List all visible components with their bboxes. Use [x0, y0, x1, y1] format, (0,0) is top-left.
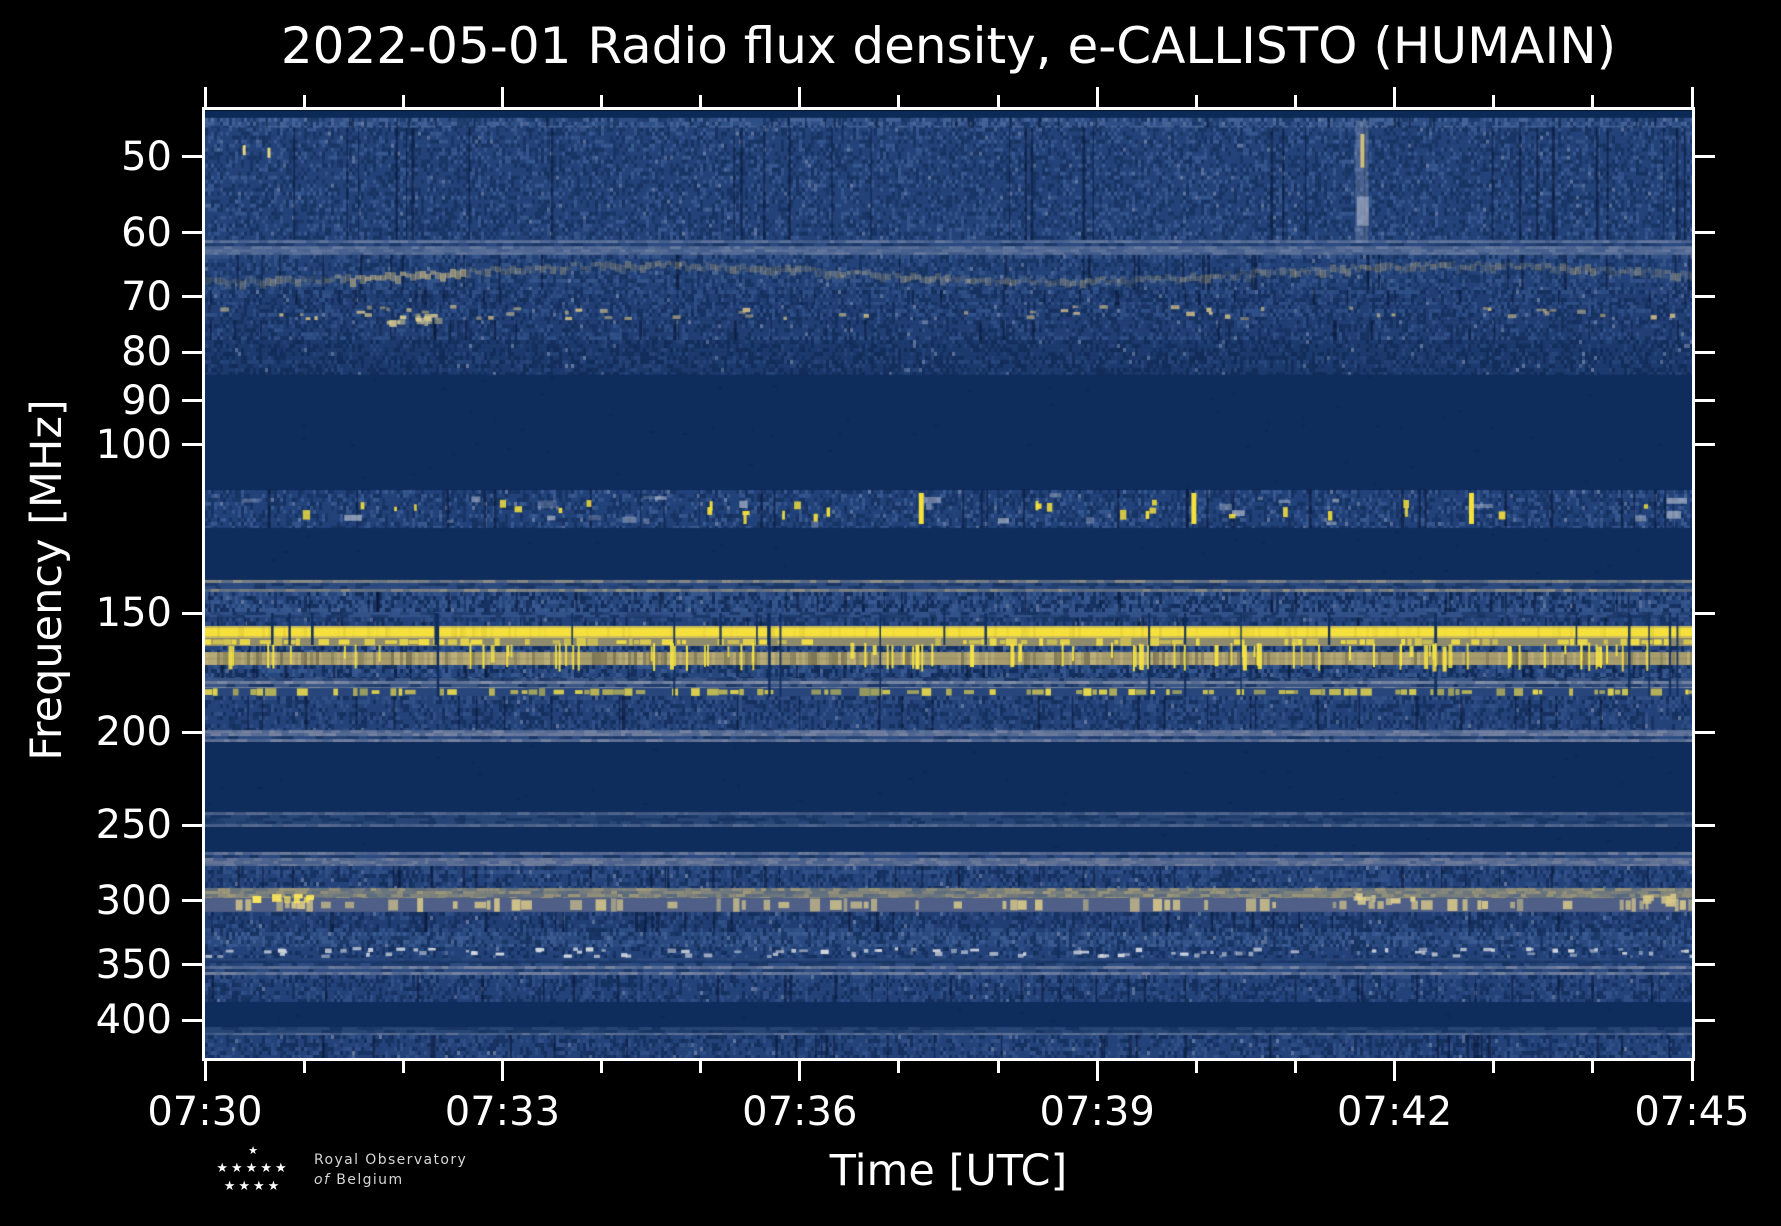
x-minor-tick: [699, 1061, 703, 1073]
rob-logo-line2: of Belgium: [314, 1170, 467, 1190]
rob-star-row: ★★★★★: [216, 1161, 290, 1176]
x-minor-tick: [1591, 1061, 1595, 1073]
x-minor-tick-top: [600, 95, 604, 107]
x-major-tick: [500, 1061, 504, 1081]
y-tick-right: [1695, 899, 1715, 903]
x-tick-label: 07:39: [1039, 1089, 1155, 1135]
x-minor-tick: [401, 1061, 405, 1073]
rob-star-row: ★★★★: [223, 1179, 283, 1194]
x-major-tick: [1393, 1061, 1397, 1081]
y-tick-left: [182, 1018, 202, 1022]
y-tick-right: [1695, 963, 1715, 967]
y-tick-label: 100: [95, 421, 172, 468]
x-minor-tick: [1492, 1061, 1496, 1073]
rob-logo-line1: Royal Observatory: [314, 1152, 468, 1168]
rob-logo-of: of: [314, 1172, 331, 1188]
y-tick-label: 80: [121, 329, 172, 376]
y-tick-label: 200: [95, 709, 172, 756]
y-tick-left: [182, 350, 202, 354]
y-tick-label: 350: [95, 941, 172, 988]
x-tick-label: 07:42: [1336, 1089, 1453, 1135]
x-tick-label: 07:45: [1634, 1089, 1750, 1135]
rob-star-row: ★: [248, 1144, 258, 1157]
x-major-tick-top: [798, 87, 802, 107]
x-minor-tick-top: [897, 95, 901, 107]
x-major-tick: [1690, 1061, 1694, 1081]
x-minor-tick-top: [1293, 95, 1297, 107]
y-tick-left: [182, 155, 202, 159]
y-tick-left: [182, 443, 202, 447]
rob-logo-text: Royal Observatory of Belgium: [314, 1150, 467, 1190]
x-minor-tick-top: [302, 95, 306, 107]
x-tick-label: 07:36: [742, 1089, 858, 1135]
y-tick-label: 50: [121, 133, 172, 180]
x-axis-label: Time [UTC]: [829, 1146, 1068, 1196]
x-minor-tick-top: [996, 95, 1000, 107]
y-tick-right: [1695, 611, 1715, 615]
y-tick-right: [1695, 730, 1715, 734]
y-tick-label: 300: [95, 877, 172, 924]
x-minor-tick-top: [401, 95, 405, 107]
x-minor-tick: [1194, 1061, 1198, 1073]
y-tick-right: [1695, 1018, 1715, 1022]
y-tick-label: 400: [95, 997, 172, 1044]
y-tick-label: 70: [121, 273, 172, 320]
y-tick-left: [182, 730, 202, 734]
y-tick-right: [1695, 443, 1715, 447]
x-major-tick: [1095, 1061, 1099, 1081]
x-minor-tick: [1293, 1061, 1297, 1073]
x-major-tick-top: [1393, 87, 1397, 107]
x-major-tick-top: [1690, 87, 1694, 107]
x-major-tick-top: [500, 87, 504, 107]
rob-logo-stars: ★ ★★★★★ ★★★★: [210, 1142, 296, 1196]
y-tick-label: 150: [95, 590, 172, 637]
y-tick-left: [182, 231, 202, 235]
x-minor-tick: [302, 1061, 306, 1073]
y-tick-right: [1695, 399, 1715, 403]
y-tick-left: [182, 399, 202, 403]
x-minor-tick: [600, 1061, 604, 1073]
y-tick-label: 60: [121, 209, 172, 256]
y-tick-left: [182, 963, 202, 967]
x-minor-tick-top: [699, 95, 703, 107]
x-major-tick-top: [203, 87, 207, 107]
y-tick-left: [182, 611, 202, 615]
x-minor-tick-top: [1194, 95, 1198, 107]
x-tick-label: 07:33: [444, 1089, 561, 1135]
chart-title: 2022-05-01 Radio flux density, e-CALLIST…: [280, 17, 1617, 75]
x-major-tick-top: [1095, 87, 1099, 107]
y-tick-right: [1695, 295, 1715, 299]
y-tick-left: [182, 295, 202, 299]
y-tick-label: 90: [121, 377, 172, 424]
y-tick-right: [1695, 823, 1715, 827]
rob-logo-belgium: Belgium: [336, 1172, 404, 1188]
x-major-tick: [798, 1061, 802, 1081]
x-minor-tick: [996, 1061, 1000, 1073]
y-tick-right: [1695, 350, 1715, 354]
y-tick-label: 250: [95, 802, 172, 849]
x-minor-tick-top: [1591, 95, 1595, 107]
x-tick-label: 07:30: [147, 1089, 263, 1135]
x-major-tick: [203, 1061, 207, 1081]
x-minor-tick: [897, 1061, 901, 1073]
y-tick-left: [182, 823, 202, 827]
x-minor-tick-top: [1492, 95, 1496, 107]
y-tick-right: [1695, 231, 1715, 235]
spectrogram-canvas: [205, 110, 1692, 1058]
y-tick-right: [1695, 155, 1715, 159]
y-tick-left: [182, 899, 202, 903]
